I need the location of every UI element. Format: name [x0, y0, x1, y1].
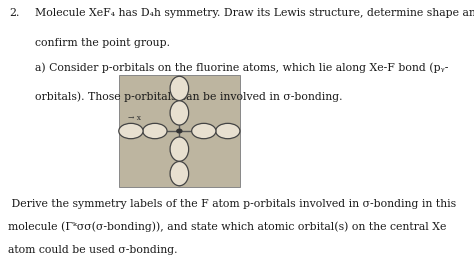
- Ellipse shape: [170, 101, 189, 125]
- Text: a) Consider p-orbitals on the fluorine atoms, which lie along Xe-F bond (pᵧ-: a) Consider p-orbitals on the fluorine a…: [35, 62, 448, 72]
- Ellipse shape: [170, 76, 189, 101]
- Ellipse shape: [170, 137, 189, 161]
- Text: confirm the point group.: confirm the point group.: [35, 38, 170, 48]
- Circle shape: [177, 129, 182, 133]
- Ellipse shape: [119, 123, 143, 139]
- Ellipse shape: [170, 162, 189, 186]
- Text: atom could be used σ-bonding.: atom could be used σ-bonding.: [8, 245, 177, 255]
- Ellipse shape: [191, 123, 216, 139]
- Ellipse shape: [216, 123, 240, 139]
- Ellipse shape: [143, 123, 167, 139]
- Text: → x: → x: [128, 114, 140, 122]
- Text: Derive the symmetry labels of the F atom p-orbitals involved in σ-bonding in thi: Derive the symmetry labels of the F atom…: [8, 199, 456, 209]
- Text: orbitals). Those p-orbitals can be involved in σ-bonding.: orbitals). Those p-orbitals can be invol…: [35, 91, 342, 102]
- Text: Molecule XeF₄ has D₄h symmetry. Draw its Lewis structure, determine shape and: Molecule XeF₄ has D₄h symmetry. Draw its…: [35, 8, 474, 18]
- Text: molecule (Γᵏσσ(σ-bonding)), and state which atomic orbital(s) on the central Xe: molecule (Γᵏσσ(σ-bonding)), and state wh…: [8, 222, 446, 232]
- Text: 2.: 2.: [9, 8, 20, 18]
- Bar: [118, 75, 240, 187]
